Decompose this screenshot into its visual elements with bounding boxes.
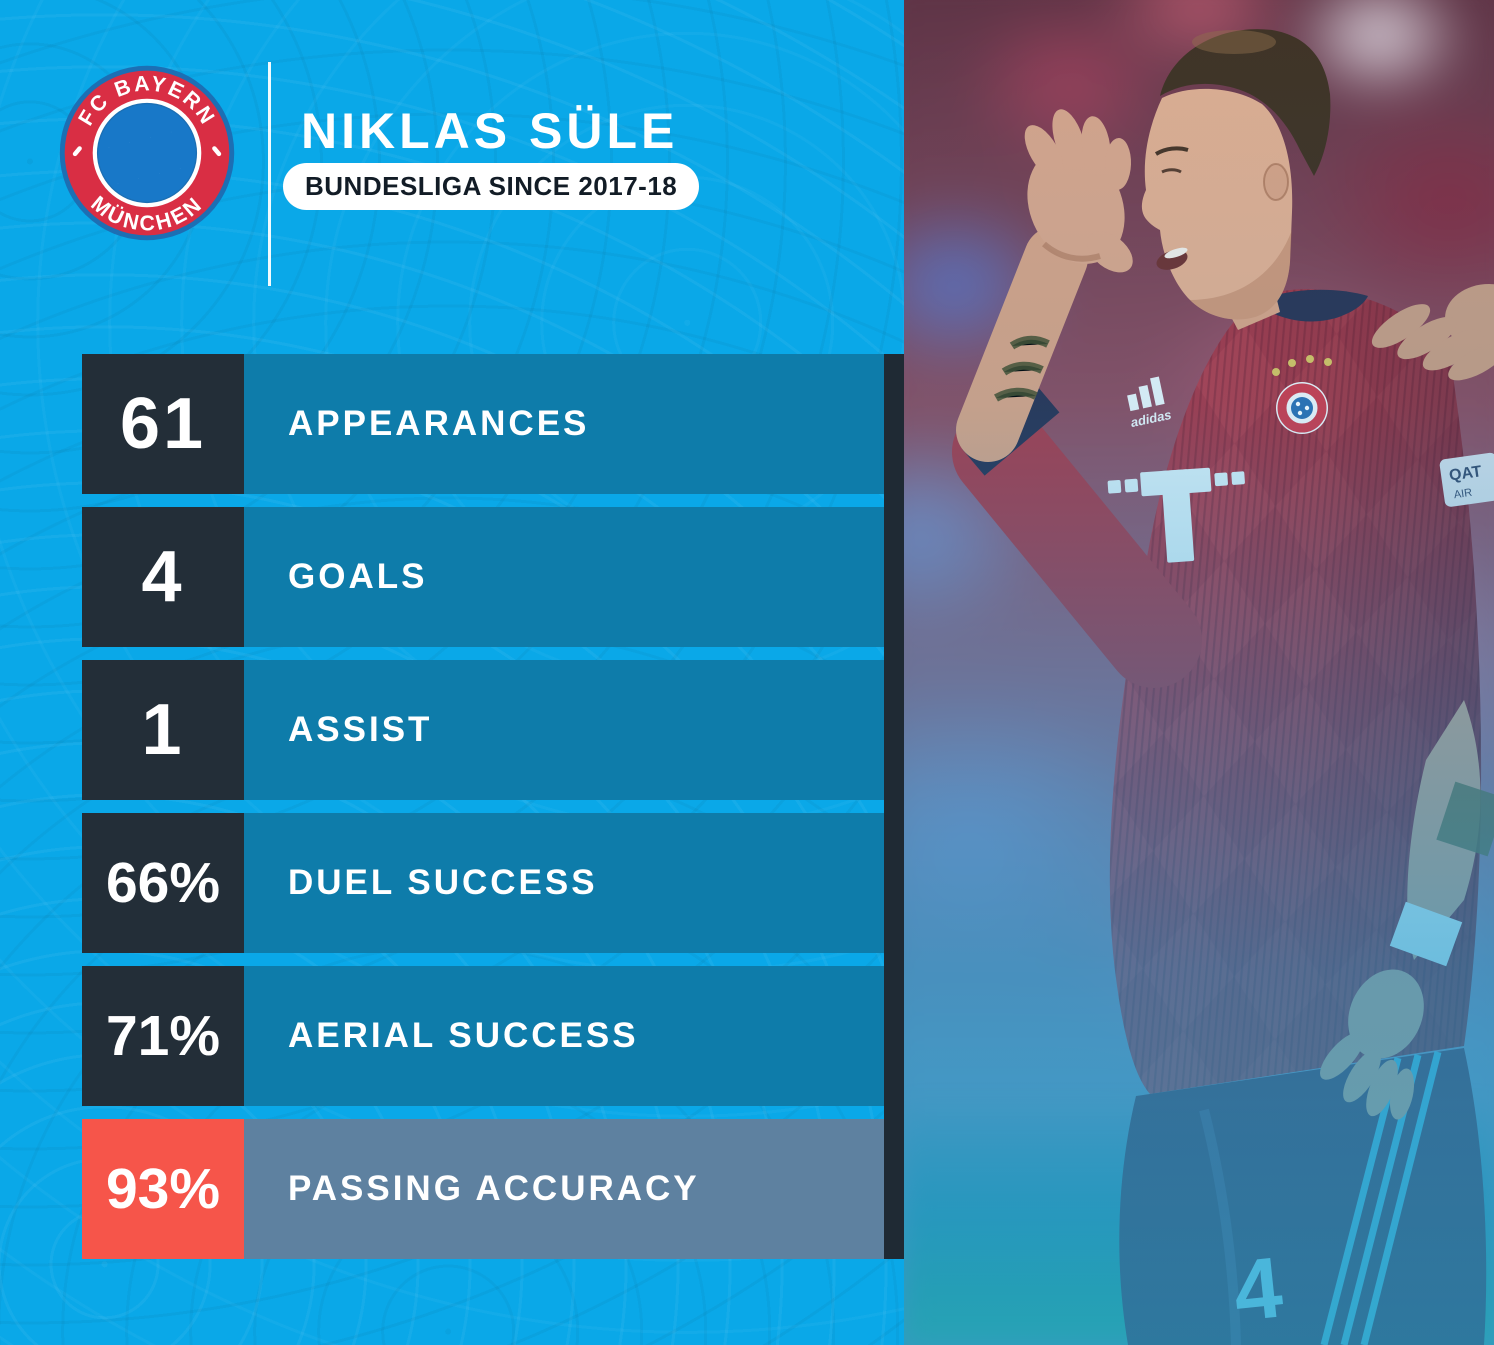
- header-divider: [268, 62, 271, 286]
- page-title: NIKLAS SÜLE: [301, 103, 679, 159]
- svg-text:AIR: AIR: [1453, 487, 1473, 501]
- stat-row-aerial-success: 71% AERIAL SUCCESS: [82, 966, 884, 1106]
- arm-tattoo-band: [1436, 781, 1494, 857]
- stat-value: 71%: [82, 966, 244, 1106]
- stat-row-goals: 4 GOALS: [82, 507, 884, 647]
- stat-label: DUEL SUCCESS: [244, 813, 884, 953]
- adidas-logo: adidas: [1127, 376, 1173, 430]
- stat-row-passing-accuracy: 93% PASSING ACCURACY: [82, 1119, 884, 1259]
- stat-row-appearances: 61 APPEARANCES: [82, 354, 884, 494]
- logo-left-separator: [72, 146, 82, 157]
- logo-right-separator: [212, 146, 222, 157]
- stat-value: 66%: [82, 813, 244, 953]
- logo-lozenge-center: [96, 102, 198, 204]
- stat-label: GOALS: [244, 507, 884, 647]
- stat-label: AERIAL SUCCESS: [244, 966, 884, 1106]
- stats-table: 61 APPEARANCES 4 GOALS 1 ASSIST 66% DUEL…: [82, 354, 884, 1259]
- stat-label: ASSIST: [244, 660, 884, 800]
- stat-value: 1: [82, 660, 244, 800]
- stat-value: 4: [82, 507, 244, 647]
- stat-row-duel-success: 66% DUEL SUCCESS: [82, 813, 884, 953]
- player-raised-arm: [952, 109, 1202, 688]
- shorts-number: 4: [1229, 1239, 1287, 1339]
- wristband: [1389, 901, 1463, 967]
- ear: [1263, 163, 1289, 201]
- stat-value: 61: [82, 354, 244, 494]
- stat-label: APPEARANCES: [244, 354, 884, 494]
- svg-text:adidas: adidas: [1129, 407, 1172, 430]
- shorts: 4: [1119, 1048, 1487, 1345]
- fc-bayern-logo: FC BAYERN MÜNCHEN: [59, 65, 235, 241]
- player-figure: adidas QAT AIR: [952, 29, 1494, 1345]
- qatar-patch: QAT AIR: [1439, 452, 1494, 507]
- stat-value: 93%: [82, 1119, 244, 1259]
- player-head: [1141, 29, 1331, 330]
- subtitle-badge: BUNDESLIGA SINCE 2017-18: [283, 163, 700, 210]
- stat-row-assist: 1 ASSIST: [82, 660, 884, 800]
- player-photo: adidas QAT AIR: [904, 0, 1494, 1345]
- stat-label: PASSING ACCURACY: [244, 1119, 884, 1259]
